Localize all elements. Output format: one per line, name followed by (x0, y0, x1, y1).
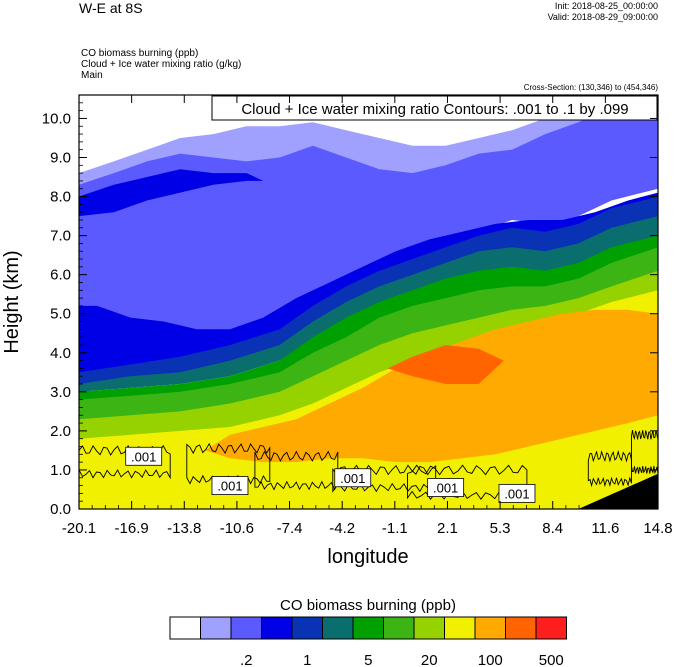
run-time-info: Init: 2018-08-25_00:00:00 Valid: 2018-08… (548, 1, 658, 23)
x-tick-label: -4.2 (329, 520, 355, 537)
contour-label: .001 (340, 471, 365, 486)
plot-area (79, 95, 658, 509)
y-tick-label: 0.0 (50, 501, 71, 518)
colorbar-box (352, 616, 384, 640)
cloud-contour (631, 430, 658, 475)
co-band-7-7 (79, 247, 658, 424)
contour-label-box (211, 476, 249, 495)
cloud-contour (79, 444, 171, 480)
x-tick-label: 5.3 (490, 520, 511, 537)
colorbar-label: 1 (303, 652, 311, 667)
contour-label-box (334, 468, 372, 488)
x-axis-title: longitude (327, 546, 408, 568)
field-line-co: CO biomass burning (ppb) (81, 48, 199, 59)
contour-label: .001 (217, 479, 242, 494)
co-band-11-11 (387, 345, 504, 384)
y-tick-label: 7.0 (50, 228, 71, 245)
y-tick-label: 4.0 (50, 345, 71, 362)
x-tick-label: -10.6 (220, 520, 254, 537)
x-tick-label: -1.1 (382, 520, 408, 537)
colorbar-box (535, 616, 567, 640)
x-tick-label: -7.4 (277, 520, 303, 537)
y-tick-label: 9.0 (50, 149, 71, 166)
field-line-cloud: Cloud + Ice water mixing ratio (g/kg) (81, 59, 242, 70)
colorbar-label: 20 (421, 652, 438, 667)
contour-label-box (125, 446, 163, 466)
x-axis: -20.1 -16.9 -13.8 -10.6 -7.4 -4.2 -1.1 2.1 5.3 8.… (62, 95, 673, 537)
colorbar-label: 100 (478, 652, 503, 667)
colorbar-box (383, 616, 415, 640)
contour-note-text: Cloud + Ice water mixing ratio Contours:… (241, 101, 628, 118)
chart-title: W-E at 8S (79, 0, 143, 16)
colorbar-box (413, 616, 445, 640)
field-line-main: Main (81, 70, 103, 81)
y-tick-label: 3.0 (50, 384, 71, 401)
y-tick-label: 8.0 (50, 189, 71, 206)
colorbar: CO biomass burning (ppb) .2 1 5 20 100 500 (169, 597, 567, 667)
x-tick-label: 2.1 (437, 520, 458, 537)
co-band-5-5 (79, 216, 658, 392)
contour-label-box (498, 483, 536, 503)
colorbar-box (169, 616, 201, 640)
y-tick-label: 5.0 (50, 306, 71, 323)
colorbar-label: 5 (364, 652, 372, 667)
terrain (578, 473, 658, 509)
field-descriptions: CO biomass burning (ppb) Cloud + Ice wat… (81, 48, 241, 81)
colorbar-label: 500 (539, 652, 564, 667)
colorbar-box (230, 616, 262, 640)
colorbar-box (474, 616, 506, 640)
x-tick-label: -13.8 (167, 520, 201, 537)
co-band-3-3 (79, 192, 658, 381)
y-axis: 0.0 1.0 2.0 3.0 4.0 5.0 6.0 7.0 8.0 9.0 10.0 (42, 94, 658, 518)
colorbar-box (261, 616, 293, 640)
x-tick-label: 11.6 (591, 520, 619, 537)
cross-section-info: Cross-Section: (130,346) to (454,346) (523, 83, 658, 92)
y-tick-label: 2.0 (50, 423, 71, 440)
co-band-3-2 (79, 169, 264, 217)
colorbar-box (505, 616, 537, 640)
contour-note-box: Cloud + Ice water mixing ratio Contours:… (211, 95, 658, 121)
contour-label: .001 (504, 486, 529, 501)
y-axis-title: Height (km) (1, 250, 23, 353)
colorbar-label: .2 (240, 652, 253, 667)
y-tick-label: 1.0 (50, 462, 71, 479)
colorbar-box (322, 616, 354, 640)
contour-label: .001 (433, 481, 458, 496)
x-tick-label: 8.4 (542, 520, 563, 537)
contour-layer: .001 .001 .001 .001 .001 (79, 430, 658, 503)
x-tick-label: -16.9 (115, 520, 149, 537)
co-band-2-1 (79, 95, 658, 373)
co-band-10-10 (205, 309, 658, 463)
cloud-contour (587, 449, 632, 488)
contour-label-box (427, 478, 465, 497)
co-band-6-6 (79, 235, 658, 404)
colorbar-box (444, 616, 476, 640)
contour-note-frame (211, 95, 658, 121)
colorbar-box (200, 616, 232, 640)
x-tick-label: 14.8 (643, 520, 672, 537)
y-tick-label: 6.0 (50, 267, 71, 284)
colorbar-title: CO biomass burning (ppb) (280, 597, 456, 614)
init-time: Init: 2018-08-25_00:00:00 (554, 1, 658, 11)
contour-label: .001 (131, 449, 156, 464)
colorbar-box (291, 616, 323, 640)
valid-time: Valid: 2018-08-29_09:00:00 (547, 12, 658, 22)
co-band-8-8 (79, 270, 658, 443)
x-tick-label: -20.1 (62, 520, 96, 537)
y-tick-label: 10.0 (42, 110, 71, 127)
